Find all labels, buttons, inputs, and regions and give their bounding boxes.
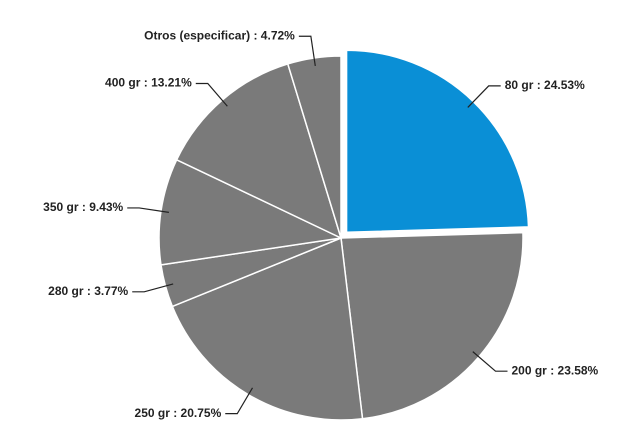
data-label: 280 gr : 3.77% (48, 284, 128, 298)
pie-slice (340, 231, 524, 420)
leader-line (225, 387, 254, 415)
data-label: 200 gr : 23.58% (512, 363, 599, 377)
data-label: 250 gr : 20.75% (135, 406, 222, 420)
data-label: Otros (especificar) : 4.72% (144, 28, 295, 42)
data-label: 400 gr : 13.21% (105, 76, 192, 90)
leader-line (127, 207, 169, 213)
leader-line (132, 283, 174, 293)
pie-slice (345, 49, 530, 234)
data-label: 350 gr : 9.43% (43, 200, 123, 214)
data-label: 80 gr : 24.53% (505, 78, 585, 92)
leader-line (195, 82, 228, 107)
leader-line (298, 35, 316, 66)
leader-line (472, 351, 508, 372)
leader-line (467, 85, 501, 108)
